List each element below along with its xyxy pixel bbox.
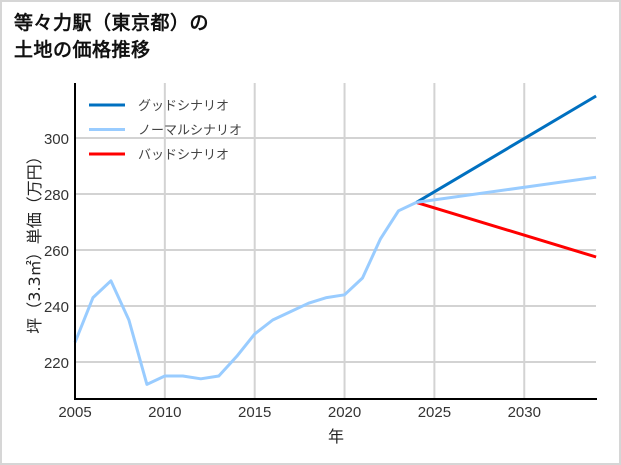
legend-label: グッドシナリオ <box>138 99 229 114</box>
legend-item: ノーマルシナリオ <box>89 124 242 139</box>
legend-item: グッドシナリオ <box>89 99 229 114</box>
x-axis-label: 年 <box>328 427 344 446</box>
chart-title-line-2: 土地の価格推移 <box>14 39 151 61</box>
series-line <box>415 200 597 259</box>
y-tick-label: 260 <box>44 243 69 260</box>
y-tick-label: 220 <box>44 355 69 372</box>
series-line <box>416 175 597 204</box>
grid-lines <box>75 83 596 399</box>
x-tick-label: 2020 <box>328 404 361 421</box>
x-tick-label: 2015 <box>238 404 271 421</box>
x-axis-ticks: 2005 2010 2015 2020 2025 2030 <box>58 404 541 421</box>
y-axis-label: 坪（3.3㎡）単価（万円） <box>25 148 44 333</box>
legend-label: ノーマルシナリオ <box>138 124 242 139</box>
series-line <box>73 201 418 386</box>
chart-title: 等々力駅（東京都）の 土地の価格推移 <box>14 10 209 64</box>
legend-label: バッドシナリオ <box>138 148 229 163</box>
y-axis-ticks: 220 240 260 280 300 <box>44 131 69 372</box>
x-tick-label: 2025 <box>418 404 451 421</box>
x-tick-label: 2005 <box>58 404 91 421</box>
y-tick-label: 280 <box>44 187 69 204</box>
y-tick-label: 240 <box>44 299 69 316</box>
series-line <box>415 94 597 204</box>
y-tick-label: 300 <box>44 131 69 148</box>
x-tick-label: 2010 <box>148 404 181 421</box>
series-lines <box>73 94 597 386</box>
legend-item: バッドシナリオ <box>89 148 229 163</box>
chart-title-line-1: 等々力駅（東京都）の <box>14 12 210 34</box>
x-tick-label: 2030 <box>508 404 541 421</box>
